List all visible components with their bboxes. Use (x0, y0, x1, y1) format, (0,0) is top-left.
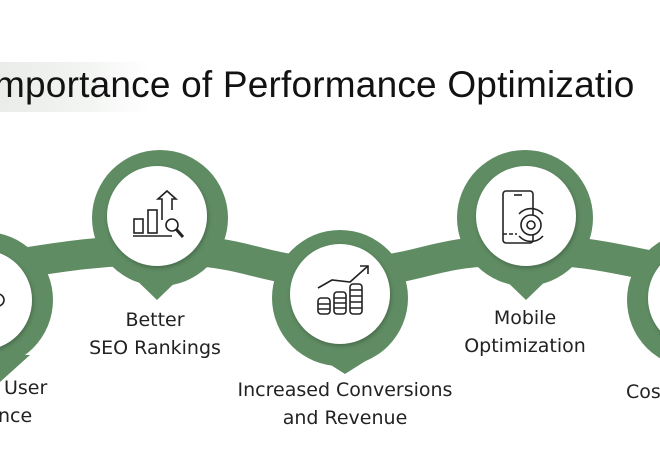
label-line: Mobile (493, 307, 557, 329)
node-cost (627, 241, 660, 359)
mobile-gear-icon (502, 190, 544, 244)
page-title: mportance of Performance Optimizatio (0, 64, 635, 105)
coins-growth-icon (317, 265, 369, 315)
title-highlight (0, 62, 150, 112)
label-user-experience: User nce (0, 374, 47, 430)
node-mobile (457, 150, 593, 300)
label-line: Better (125, 309, 185, 331)
label-line: User (4, 377, 48, 399)
node-seo (92, 150, 228, 300)
label-cost: Cos (626, 378, 660, 406)
user-experience-icon (0, 293, 5, 307)
node-conversions (272, 230, 408, 374)
label-conversions: Increased Conversions and Revenue (220, 376, 470, 432)
label-seo: Better SEO Rankings (60, 306, 250, 362)
node-user-experience (0, 233, 53, 382)
label-line: nce (0, 405, 33, 427)
label-line: Optimization (464, 335, 586, 357)
label-line: SEO Rankings (89, 337, 221, 359)
label-line: and Revenue (282, 407, 408, 429)
label-line: Cos (626, 381, 660, 403)
label-line: Increased Conversions (237, 379, 453, 401)
label-mobile: Mobile Optimization (430, 304, 620, 360)
seo-chart-search-icon (133, 189, 185, 238)
